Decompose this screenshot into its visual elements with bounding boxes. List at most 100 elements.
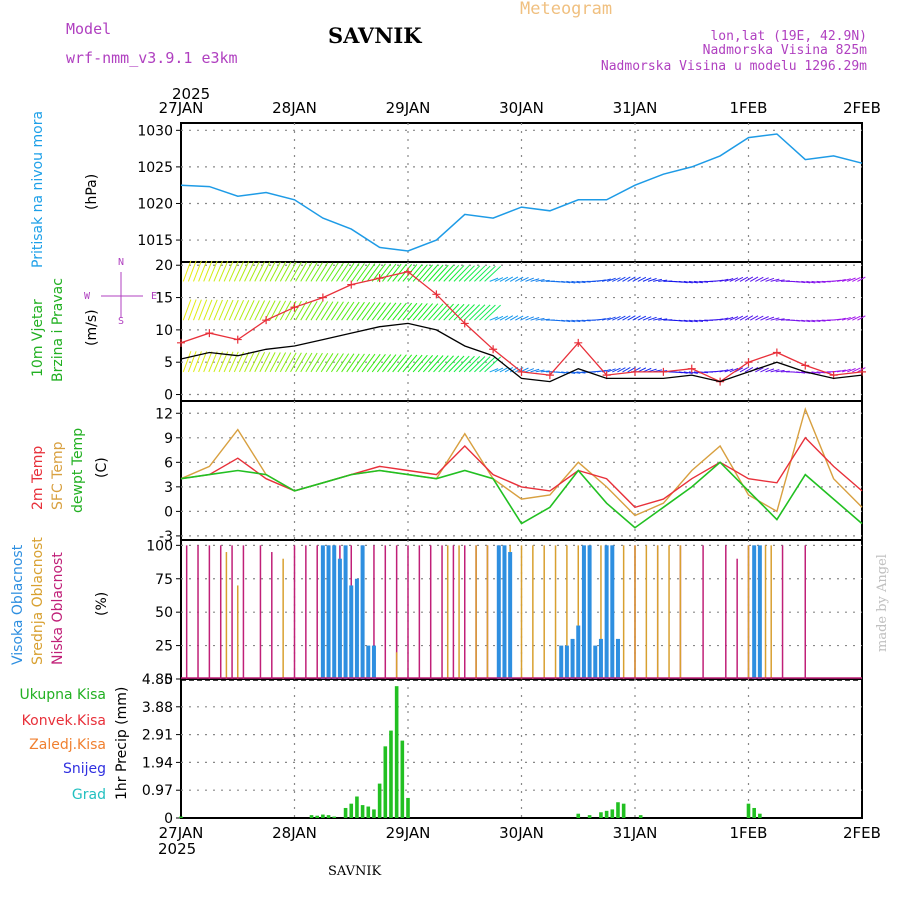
temp2m-line	[180, 436, 863, 509]
wind-arrow	[371, 263, 386, 282]
wind-arrow	[366, 353, 381, 373]
wind-arrow	[688, 319, 698, 323]
wind-arrow	[612, 367, 621, 373]
precip-bar	[366, 806, 371, 818]
precip-bar	[321, 814, 325, 818]
wind-arrow	[264, 261, 276, 282]
wind-arrow	[576, 280, 586, 284]
wind-arrow	[770, 317, 780, 321]
y-tick-label: 1.94	[142, 755, 173, 771]
wind-arrow	[325, 301, 339, 321]
precip-bar	[752, 807, 756, 818]
wind-arrow	[382, 263, 397, 282]
wind-arrow	[407, 264, 423, 282]
wind-arrow	[739, 367, 749, 373]
wind-arrow	[678, 371, 688, 374]
gust-marker	[177, 338, 185, 347]
wind-arrow	[489, 368, 499, 373]
y-tick-label: 2.91	[142, 728, 173, 744]
model-name: wrf-nmm_v3.9.1 e3km	[66, 49, 238, 67]
wind-arrow	[719, 369, 729, 373]
mid-cloud-title: Srednja Oblacnost	[30, 537, 46, 665]
wind-arrow	[780, 280, 790, 282]
wind-arrow	[259, 300, 271, 321]
wind-arrow	[412, 303, 428, 321]
model-label: Model	[66, 20, 111, 38]
wind-arrow	[422, 303, 439, 321]
wind-arrow	[479, 265, 496, 282]
precip-bar	[406, 797, 410, 818]
wind-arrow	[315, 301, 329, 321]
wind-arrow	[371, 354, 386, 373]
wind-arrow	[642, 277, 652, 282]
wind-arrow	[453, 265, 470, 282]
precip-bar	[179, 816, 183, 818]
wind-arrow	[397, 354, 413, 373]
wind-arrow	[622, 315, 631, 321]
wind-arrow	[310, 301, 323, 321]
wind-arrow	[279, 300, 292, 321]
top-year: 2025	[172, 85, 210, 103]
wind-arrow	[269, 261, 281, 282]
wind-arrow	[305, 301, 318, 321]
wind-arrow	[218, 260, 229, 282]
wind-arrow	[422, 264, 439, 282]
wind-arrow	[336, 262, 350, 282]
wind-arrow	[244, 351, 255, 373]
wind-arrow	[208, 299, 218, 321]
wind-arrow	[520, 277, 529, 282]
wind-arrow	[622, 276, 631, 282]
wind-arrow	[596, 369, 606, 373]
wind-arrow	[182, 351, 192, 373]
wind-arrow	[300, 352, 313, 373]
wind-arrow	[515, 315, 524, 321]
wind-arrow	[765, 277, 775, 282]
top-tick-label: 31JAN	[613, 99, 658, 117]
wind-arrow	[356, 263, 371, 282]
wind-arrow	[841, 368, 851, 373]
wind-arrow	[504, 315, 514, 321]
wind-arrow	[274, 352, 287, 373]
wind-arrow	[249, 300, 260, 321]
gust-marker	[432, 290, 441, 299]
wind-arrow	[499, 367, 509, 373]
wind-arrow	[458, 304, 475, 321]
wind-arrow	[841, 316, 851, 321]
wind-arrow	[637, 276, 647, 282]
high-cloud-bar	[587, 545, 592, 679]
wind-arrow	[382, 302, 397, 321]
wind-arrow	[744, 276, 754, 282]
wind-arrow	[607, 316, 616, 321]
wind-arrow	[443, 355, 460, 373]
wind-arrow	[223, 299, 234, 321]
y-tick-label: 12	[155, 406, 173, 422]
wind-arrow	[811, 319, 821, 323]
precip-bar	[343, 807, 348, 818]
y-tick-label: 3.88	[142, 700, 173, 716]
wind-arrow	[228, 299, 239, 321]
y-tick-label: 20	[155, 258, 173, 274]
wind-arrow	[187, 260, 197, 282]
footer-station: SAVNIK	[328, 864, 382, 879]
wind-arrow	[453, 304, 470, 321]
legend-w: W	[84, 291, 91, 302]
wind-direction-legend: W E N S	[84, 257, 157, 327]
wind-arrow	[387, 302, 402, 321]
wind-arrow	[540, 279, 550, 282]
wind-arrow	[724, 368, 734, 373]
high-cloud-bar	[343, 545, 348, 679]
wind-arrow	[479, 304, 496, 321]
product-title: Meteogram	[520, 0, 612, 19]
wind-arrow	[254, 300, 266, 321]
wind-arrow	[233, 299, 244, 321]
precip-bar	[616, 802, 620, 818]
wind-arrow	[458, 355, 475, 373]
wind-arrow	[765, 316, 775, 321]
wind-arrow	[658, 318, 668, 321]
wind-arrow	[775, 369, 785, 373]
wind-arrow	[525, 316, 535, 321]
wind-arrow	[244, 261, 255, 282]
bottom-tick-label: 29JAN	[386, 824, 431, 842]
wind-arrow	[688, 280, 698, 284]
